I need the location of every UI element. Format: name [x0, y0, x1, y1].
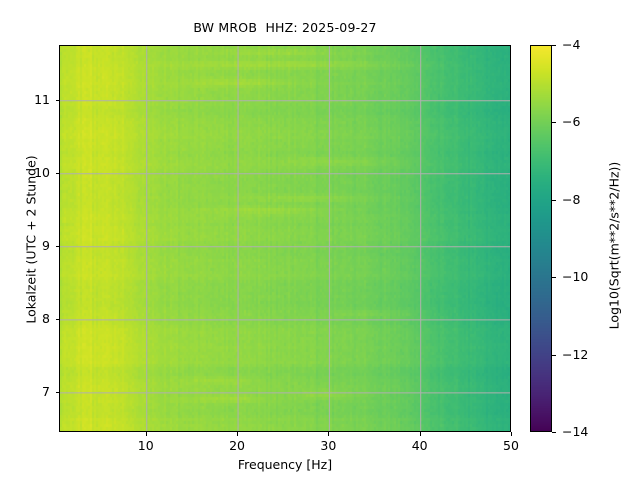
y-tick-label: 7: [42, 383, 50, 399]
colorbar-tick-mark: [552, 45, 556, 46]
page-title: BW MROB HHZ: 2025-09-27: [193, 20, 377, 35]
colorbar-tick-mark: [552, 354, 556, 356]
y-tick-label: 8: [42, 310, 50, 326]
y-tick-label: 11: [34, 91, 50, 107]
y-tick-mark: [55, 245, 59, 247]
x-tick-label: 30: [320, 438, 337, 453]
x-tick-label: 50: [503, 438, 519, 453]
colorbar-tick-label: −12: [562, 346, 589, 362]
y-tick-mark: [55, 318, 59, 320]
colorbar[interactable]: [530, 45, 552, 432]
x-tick-mark: [237, 432, 239, 436]
x-tick-label: 20: [229, 438, 245, 453]
colorbar-tick-label: −6: [562, 114, 581, 130]
spectrogram-image: [60, 46, 510, 431]
colorbar-tick-label: −8: [562, 191, 581, 207]
y-tick-mark: [55, 172, 59, 174]
colorbar-tick-mark: [552, 277, 556, 279]
colorbar-tick-label: −4: [562, 37, 581, 52]
colorbar-label: Log10(Sqrt(m**2/s**2/Hz)): [606, 161, 622, 330]
colorbar-tick-label: −14: [562, 424, 589, 439]
x-tick-label: 40: [411, 438, 428, 453]
y-tick-mark: [55, 99, 59, 101]
x-tick-mark: [145, 432, 147, 436]
x-tick-mark: [328, 432, 330, 436]
y-tick-mark: [55, 391, 59, 393]
colorbar-tick-mark: [552, 432, 556, 433]
colorbar-tick-mark: [552, 199, 556, 201]
colorbar-tick-mark: [552, 122, 556, 124]
x-tick-mark: [419, 432, 421, 436]
x-axis-label: Frequency [Hz]: [237, 457, 333, 472]
y-tick-label: 10: [34, 164, 50, 180]
x-tick-mark: [511, 432, 512, 436]
colorbar-tick-label: −10: [562, 269, 589, 285]
spectrogram-axes[interactable]: [59, 45, 511, 432]
y-tick-label: 9: [42, 237, 50, 253]
x-tick-label: 10: [137, 438, 154, 453]
colorbar-gradient: [531, 46, 551, 431]
